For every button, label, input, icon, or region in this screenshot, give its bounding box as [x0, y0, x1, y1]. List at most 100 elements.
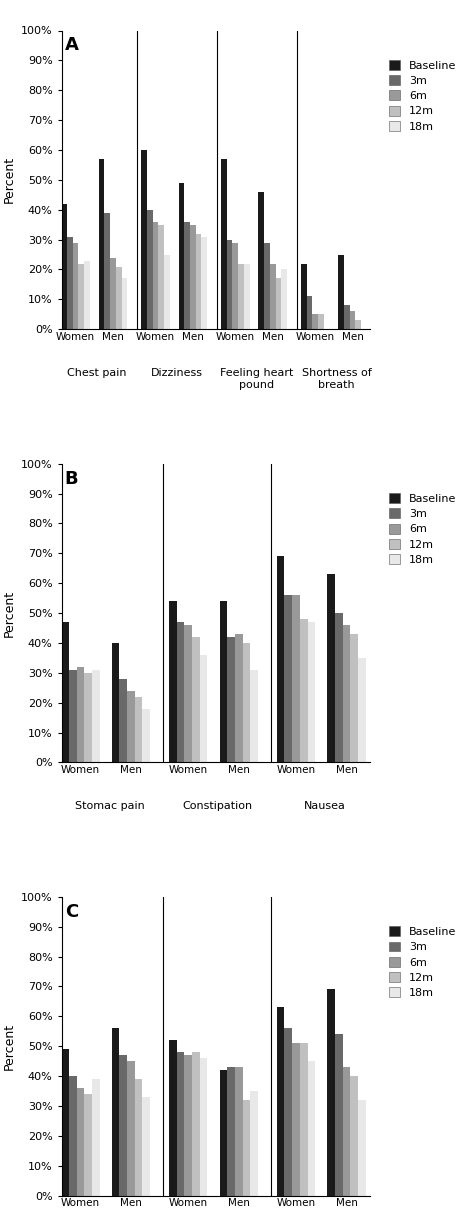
Bar [116, 266, 121, 329]
Bar [92, 670, 100, 762]
Bar [219, 1070, 227, 1196]
Bar [270, 264, 275, 329]
Bar [232, 243, 238, 329]
Bar [135, 697, 143, 762]
Bar [312, 315, 318, 329]
Bar [227, 1068, 235, 1196]
Bar [258, 192, 264, 329]
Legend: Baseline, 3m, 6m, 12m, 18m: Baseline, 3m, 6m, 12m, 18m [389, 926, 456, 998]
Y-axis label: Percent: Percent [2, 1022, 16, 1070]
Bar [250, 1091, 258, 1196]
Bar [264, 243, 270, 329]
Bar [73, 243, 78, 329]
Bar [318, 315, 324, 329]
Bar [177, 1052, 184, 1196]
Bar [135, 1078, 143, 1196]
Bar [284, 1028, 292, 1196]
Text: Dizziness: Dizziness [151, 368, 203, 378]
Bar [192, 637, 200, 762]
Bar [184, 625, 192, 762]
Bar [292, 1043, 300, 1196]
Bar [143, 709, 150, 762]
Bar [328, 989, 335, 1196]
Bar [201, 237, 207, 329]
Bar [344, 305, 350, 329]
Bar [350, 1076, 358, 1196]
Bar [61, 204, 67, 329]
Bar [350, 311, 356, 329]
Bar [92, 1078, 100, 1196]
Bar [235, 634, 243, 762]
Bar [300, 619, 308, 762]
Bar [104, 212, 110, 329]
Bar [61, 1049, 69, 1196]
Bar [244, 264, 249, 329]
Text: Feeling heart
pound: Feeling heart pound [220, 368, 293, 389]
Bar [76, 1088, 84, 1196]
Bar [153, 222, 158, 329]
Bar [184, 222, 190, 329]
Bar [219, 601, 227, 762]
Bar [164, 255, 170, 329]
Bar [335, 612, 343, 762]
Text: Stomac pain: Stomac pain [74, 802, 145, 811]
Bar [284, 595, 292, 762]
Bar [308, 1061, 315, 1196]
Text: Constipation: Constipation [182, 802, 253, 811]
Bar [169, 601, 177, 762]
Bar [281, 270, 287, 329]
Bar [192, 1052, 200, 1196]
Bar [275, 278, 281, 329]
Bar [119, 678, 127, 762]
Text: A: A [64, 37, 79, 55]
Bar [200, 1058, 208, 1196]
Y-axis label: Percent: Percent [2, 156, 16, 204]
Text: Nausea: Nausea [304, 802, 346, 811]
Bar [350, 634, 358, 762]
Bar [238, 264, 244, 329]
Y-axis label: Percent: Percent [2, 589, 16, 637]
Bar [112, 643, 119, 762]
Bar [61, 622, 69, 762]
Bar [301, 264, 307, 329]
Bar [67, 237, 73, 329]
Text: B: B [64, 470, 78, 488]
Bar [277, 1008, 284, 1196]
Bar [227, 239, 232, 329]
Legend: Baseline, 3m, 6m, 12m, 18m: Baseline, 3m, 6m, 12m, 18m [389, 60, 456, 132]
Bar [78, 264, 84, 329]
Bar [177, 622, 184, 762]
Bar [221, 159, 227, 329]
Bar [110, 257, 116, 329]
Bar [250, 670, 258, 762]
Bar [184, 1055, 192, 1196]
Bar [308, 622, 315, 762]
Bar [358, 1100, 366, 1196]
Bar [158, 224, 164, 329]
Bar [84, 1094, 92, 1196]
Bar [119, 1055, 127, 1196]
Bar [169, 1041, 177, 1196]
Bar [277, 556, 284, 762]
Bar [141, 150, 147, 329]
Bar [343, 625, 350, 762]
Bar [196, 234, 201, 329]
Bar [76, 667, 84, 762]
Bar [343, 1068, 350, 1196]
Bar [328, 575, 335, 762]
Bar [99, 159, 104, 329]
Bar [84, 672, 92, 762]
Bar [69, 670, 76, 762]
Bar [235, 1068, 243, 1196]
Bar [243, 1100, 250, 1196]
Bar [69, 1076, 76, 1196]
Bar [147, 210, 153, 329]
Bar [227, 637, 235, 762]
Text: C: C [64, 903, 78, 921]
Bar [200, 655, 208, 762]
Bar [121, 278, 127, 329]
Legend: Baseline, 3m, 6m, 12m, 18m: Baseline, 3m, 6m, 12m, 18m [389, 493, 456, 565]
Bar [243, 643, 250, 762]
Bar [179, 183, 184, 329]
Bar [190, 224, 196, 329]
